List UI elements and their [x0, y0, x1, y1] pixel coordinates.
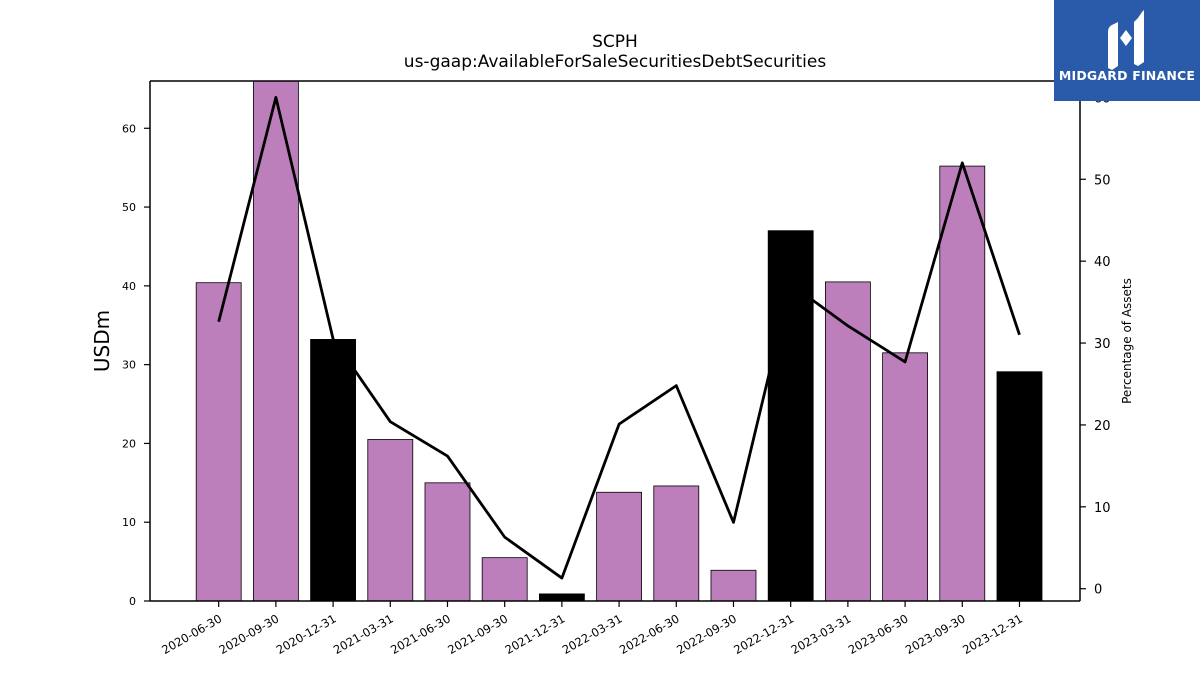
bar: [882, 352, 928, 602]
y2-axis-label: Percentage of Assets: [1120, 278, 1134, 404]
bar: [710, 569, 757, 602]
y-tick-label: 20: [122, 437, 136, 450]
x-tick-label: 2021-12-31: [502, 611, 567, 657]
bar: [996, 371, 1043, 602]
midgard-finance-logo: MIDGARD FINANCE: [1054, 0, 1200, 101]
x-tick-label: 2022-03-31: [560, 611, 625, 657]
y2-tick-label: 0: [1094, 583, 1102, 598]
y-tick-label: 10: [122, 516, 136, 529]
y-tick-label: 0: [129, 595, 136, 608]
chart-title: SCPH: [592, 32, 638, 52]
y-tick-label: 40: [122, 280, 136, 293]
y-tick-label: 60: [122, 122, 136, 135]
y-axis-label: USDm: [90, 310, 114, 372]
y2-tick-label: 10: [1094, 501, 1111, 516]
x-tick-label: 2022-09-30: [674, 611, 739, 657]
x-tick-label: 2021-09-30: [445, 611, 510, 657]
x-tick-label: 2023-06-30: [846, 611, 911, 657]
x-tick-label: 2021-06-30: [388, 611, 453, 657]
bar: [596, 491, 642, 602]
percentage-line: [217, 95, 1021, 580]
y-tick-label: 30: [122, 359, 136, 372]
y2-tick-label: 30: [1094, 337, 1111, 352]
y2-tick-label: 40: [1094, 255, 1111, 270]
bar: [538, 593, 585, 602]
logo-mark-icon: [1108, 10, 1144, 70]
x-tick-label: 2023-09-30: [903, 611, 968, 657]
bar: [367, 439, 414, 602]
bar: [424, 482, 471, 602]
x-tick-label: 2023-12-31: [960, 611, 1025, 657]
y-tick-label: 50: [122, 201, 136, 214]
x-tick-label: 2021-03-31: [331, 611, 396, 657]
x-tick-label: 2022-12-31: [731, 611, 796, 657]
bar: [824, 281, 871, 602]
x-tick-label: 2020-12-31: [274, 611, 339, 657]
bar: [310, 339, 356, 602]
bar: [252, 80, 299, 602]
x-tick-label: 2020-06-30: [159, 611, 224, 657]
y2-tick-label: 20: [1094, 419, 1111, 434]
bar: [767, 230, 814, 602]
x-tick-label: 2022-06-30: [617, 611, 682, 657]
logo-brand-text: MIDGARD FINANCE: [1058, 68, 1196, 83]
chart-subtitle: us-gaap:AvailableForSaleSecuritiesDebtSe…: [403, 52, 827, 72]
bar: [939, 165, 986, 602]
x-tick-label: 2020-09-30: [216, 611, 281, 657]
y2-tick-label: 50: [1094, 173, 1111, 188]
x-tick-label: 2023-03-31: [788, 611, 853, 657]
bar: [653, 485, 700, 602]
bar: [481, 557, 528, 602]
bar: [195, 282, 242, 602]
